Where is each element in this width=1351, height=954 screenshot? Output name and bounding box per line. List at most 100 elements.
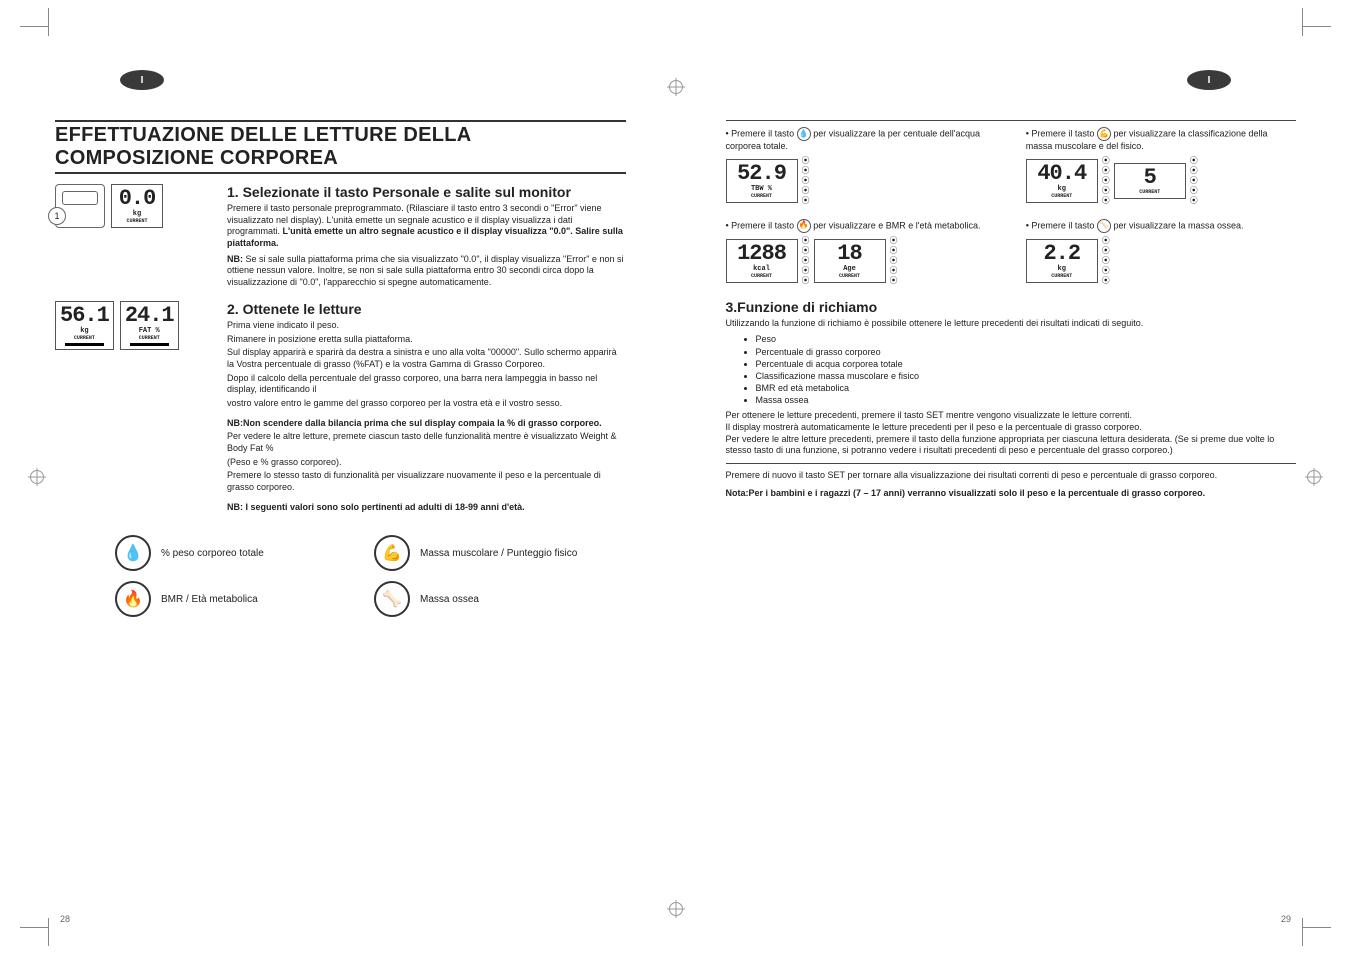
lcd-icon-column: ⦿⦿⦿⦿⦿ — [890, 237, 898, 285]
reading-row-1: • Premere il tasto 💧 per visualizzare la… — [726, 127, 1297, 205]
page-number-left: 28 — [60, 914, 70, 924]
page-left: I EFFETTUAZIONE DELLE LETTURE DELLA COMP… — [0, 0, 676, 954]
lcd-value: 5 — [1144, 167, 1156, 189]
lcd-label: CURRENT — [751, 193, 772, 199]
lcd-label: CURRENT — [1051, 193, 1072, 199]
page-right: I • Premere il tasto 💧 per visualizzare … — [676, 0, 1351, 954]
water-icon: 💧 — [797, 127, 811, 141]
scale-illustration: 1 — [55, 184, 105, 228]
section-3-p4: Premere di nuovo il tasto SET per tornar… — [726, 470, 1297, 482]
lcd-unit: kcal — [753, 265, 770, 273]
lcd-icon-column: ⦿⦿⦿⦿⦿ — [802, 237, 810, 285]
bone-label: Massa ossea — [420, 594, 479, 605]
section-2-p3: Sul display apparirà e sparirà da destra… — [227, 347, 626, 370]
section-3-intro: Utilizzando la funzione di richiamo è po… — [726, 318, 1297, 330]
lcd-unit: kg — [1058, 265, 1066, 273]
nb-text: Se si sale sulla piattaforma prima che s… — [227, 254, 623, 287]
section-3-p1: Per ottenere le letture precedenti, prem… — [726, 410, 1297, 422]
lcd-unit: TBW % — [751, 185, 772, 193]
lcd-label: CURRENT — [139, 335, 160, 341]
r1b-prefix: • Premere il tasto — [1026, 128, 1095, 138]
section-2-p1: Prima viene indicato il peso. — [227, 320, 626, 332]
bone-icon: 🦴 — [374, 581, 410, 617]
lcd-label: CURRENT — [1139, 189, 1160, 195]
lcd-muscle: 40.4 kg CURRENT — [1026, 159, 1098, 203]
lcd-unit: kg — [133, 210, 141, 218]
reading-row-2: • Premere il tasto 🔥 per visualizzare e … — [726, 219, 1297, 285]
nb-label: NB: — [227, 418, 243, 428]
lcd-icon-column: ⦿⦿⦿⦿⦿ — [802, 157, 810, 205]
bullet-item: Percentuale di acqua corporea totale — [756, 358, 1297, 370]
bullet-item: Percentuale di grasso corporeo — [756, 346, 1297, 358]
divider — [726, 463, 1297, 464]
lcd-label: CURRENT — [126, 218, 147, 224]
lcd-label: CURRENT — [839, 273, 860, 279]
muscle-icon: 💪 — [374, 535, 410, 571]
lcd-value: 2.2 — [1043, 243, 1080, 265]
section-2: 56.1 kg CURRENT 24.1 FAT % CURRENT 2. Ot… — [55, 301, 626, 516]
language-badge: I — [120, 70, 164, 90]
lcd-value: 18 — [837, 243, 861, 265]
nota-text: Per i bambini e i ragazzi (7 – 17 anni) … — [749, 488, 1206, 498]
lcd-unit: kg — [80, 327, 88, 335]
lcd-unit: Age — [843, 265, 856, 273]
lcd-bmr: 1288 kcal CURRENT — [726, 239, 798, 283]
section-2-p4: Dopo il calcolo della percentuale del gr… — [227, 373, 626, 396]
page-number-right: 29 — [1281, 914, 1291, 924]
lcd-unit: kg — [1058, 185, 1066, 193]
r1a-prefix: • Premere il tasto — [726, 128, 795, 138]
r2b-text: per visualizzare la massa ossea. — [1113, 220, 1243, 230]
bullet-item: Massa ossea — [756, 394, 1297, 406]
section-3-p2: Il display mostrerà automaticamente le l… — [726, 422, 1297, 434]
lcd-age: 18 Age CURRENT — [814, 239, 886, 283]
topbar: I — [676, 70, 1351, 90]
bmr-icon: 🔥 — [797, 219, 811, 233]
bullet-list: Peso Percentuale di grasso corporeo Perc… — [756, 333, 1297, 406]
section-2-p5: vostro valore entro le gamme del grasso … — [227, 398, 626, 410]
section-2-p7: (Peso e % grasso corporeo). — [227, 457, 626, 469]
lcd-bone: 2.2 kg CURRENT — [1026, 239, 1098, 283]
language-badge: I — [1187, 70, 1231, 90]
lcd-tbw: 52.9 TBW % CURRENT — [726, 159, 798, 203]
bone-icon: 🦴 — [1097, 219, 1111, 233]
lcd-value: 0.0 — [119, 188, 156, 210]
r2b-prefix: • Premere il tasto — [1026, 220, 1095, 230]
muscle-icon: 💪 — [1097, 127, 1111, 141]
bmr-icon: 🔥 — [115, 581, 151, 617]
section-2-p2: Rimanere in posizione eretta sulla piatt… — [227, 334, 626, 346]
lcd-value: 56.1 — [60, 305, 109, 327]
section-3-p3: Per vedere le altre letture precedenti, … — [726, 434, 1297, 457]
bullet-item: BMR ed età metabolica — [756, 382, 1297, 394]
lcd-label: CURRENT — [74, 335, 95, 341]
r2a-prefix: • Premere il tasto — [726, 220, 795, 230]
section-3: 3.Funzione di richiamo Utilizzando la fu… — [726, 299, 1297, 500]
section-1-figure: 1 0.0 kg CURRENT — [55, 184, 215, 291]
lcd-icon-column: ⦿⦿⦿⦿⦿ — [1102, 237, 1110, 285]
lcd-icon-column: ⦿⦿⦿⦿⦿ — [1190, 157, 1198, 205]
lcd-weight: 56.1 kg CURRENT — [55, 301, 114, 350]
r2a-text: per visualizzare e BMR e l'età metabolic… — [813, 220, 980, 230]
lcd-fat: 24.1 FAT % CURRENT — [120, 301, 179, 350]
section-2-title: 2. Ottenete le letture — [227, 301, 626, 317]
lcd-value: 1288 — [737, 243, 786, 265]
lcd-icon-column: ⦿⦿⦿⦿⦿ — [1102, 157, 1110, 205]
section-2-nb2: NB: I seguenti valori sono solo pertinen… — [227, 502, 626, 514]
section-1-title: 1. Selezionate il tasto Personale e sali… — [227, 184, 626, 200]
lcd-value: 40.4 — [1037, 163, 1086, 185]
lcd-value: 52.9 — [737, 163, 786, 185]
section-2-figure: 56.1 kg CURRENT 24.1 FAT % CURRENT — [55, 301, 215, 516]
nb-label: NB: — [227, 254, 243, 264]
topbar: I — [0, 70, 676, 90]
divider — [726, 120, 1297, 121]
muscle-label: Massa muscolare / Punteggio fisico — [420, 548, 577, 559]
water-icon: 💧 — [115, 535, 151, 571]
icon-legend: 💧 % peso corporeo totale 💪 Massa muscola… — [55, 535, 626, 617]
lcd-physique: 5 CURRENT — [1114, 163, 1186, 199]
main-title-bar: EFFETTUAZIONE DELLE LETTURE DELLA COMPOS… — [55, 120, 626, 174]
section-1-bold: L'unità emette un altro segnale acustico… — [227, 226, 623, 248]
nota-label: Nota: — [726, 488, 749, 498]
lcd-value: 24.1 — [125, 305, 174, 327]
bullet-item: Peso — [756, 333, 1297, 345]
section-2-p8: Premere lo stesso tasto di funzionalità … — [227, 470, 626, 493]
section-3-title: 3.Funzione di richiamo — [726, 299, 1297, 315]
